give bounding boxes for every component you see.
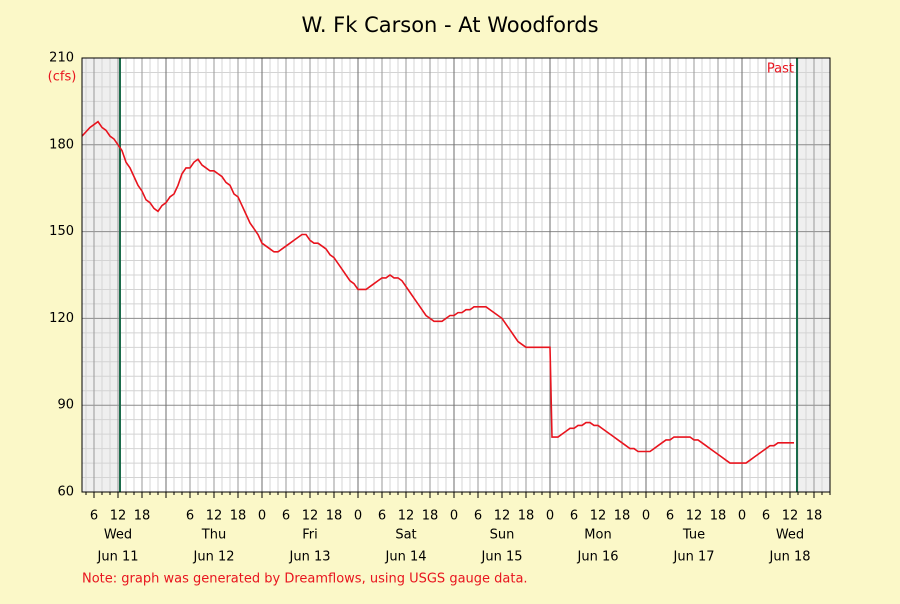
date-label: Jun 15 (481, 550, 523, 565)
day-label: Mon (584, 528, 611, 543)
x-tick-label: 6 (474, 509, 482, 524)
y-tick-label: 150 (49, 224, 74, 239)
past-label: Past (767, 62, 794, 77)
day-label: Wed (776, 528, 804, 543)
marks (81, 120, 794, 464)
x-tick-label: 18 (614, 509, 631, 524)
x-tick-label: 12 (398, 509, 415, 524)
x-tick-label: 6 (762, 509, 770, 524)
y-unit: (cfs) (48, 70, 77, 85)
x-tick-label: 0 (450, 509, 458, 524)
x-tick-label: 0 (258, 509, 266, 524)
x-tick-label: 18 (326, 509, 343, 524)
x-tick-label: 18 (134, 509, 151, 524)
note: Note: graph was generated by Dreamflows,… (82, 572, 528, 587)
date-label: Jun 16 (577, 550, 619, 565)
x-tick-label: 18 (518, 509, 535, 524)
date-label: Jun 12 (193, 550, 235, 565)
y-tick-label: 180 (49, 137, 74, 152)
y-tick-label: 90 (57, 398, 74, 413)
x-tick-label: 0 (642, 509, 650, 524)
x-tick-label: 6 (282, 509, 290, 524)
x-tick-label: 0 (354, 509, 362, 524)
x-tick-label: 12 (686, 509, 703, 524)
x-tick-label: 6 (570, 509, 578, 524)
x-tick-label: 0 (546, 509, 554, 524)
day-label: Sun (490, 528, 515, 543)
x-tick-label: 18 (710, 509, 727, 524)
x-tick-label: 6 (666, 509, 674, 524)
x-tick-label: 12 (782, 509, 799, 524)
date-label: Jun 11 (97, 550, 139, 565)
day-label: Sat (395, 528, 416, 543)
x-tick-label: 6 (378, 509, 386, 524)
day-label: Tue (682, 528, 705, 543)
x-tick-label: 12 (110, 509, 127, 524)
x-tick-label: 6 (90, 509, 98, 524)
x-tick-label: 18 (806, 509, 823, 524)
flow-line (81, 120, 794, 464)
x-tick-label: 0 (738, 509, 746, 524)
date-label: Jun 18 (769, 550, 811, 565)
chart-title: W. Fk Carson - At Woodfords (301, 13, 598, 37)
date-label: Jun 14 (385, 550, 427, 565)
date-label: Jun 13 (289, 550, 331, 565)
day-label: Thu (201, 528, 226, 543)
y-tick-label: 60 (57, 485, 74, 500)
plot-frame (81, 57, 831, 493)
day-label: Fri (302, 528, 318, 543)
x-tick-label: 18 (422, 509, 439, 524)
y-tick-label: 210 (49, 51, 74, 66)
x-tick-label: 6 (186, 509, 194, 524)
y-tick-label: 120 (49, 311, 74, 326)
x-tick-label: 12 (302, 509, 319, 524)
x-tick-label: 12 (494, 509, 511, 524)
x-tick-label: 12 (590, 509, 607, 524)
x-tick-label: 12 (206, 509, 223, 524)
date-label: Jun 17 (673, 550, 715, 565)
x-tick-label: 18 (230, 509, 247, 524)
day-label: Wed (104, 528, 132, 543)
